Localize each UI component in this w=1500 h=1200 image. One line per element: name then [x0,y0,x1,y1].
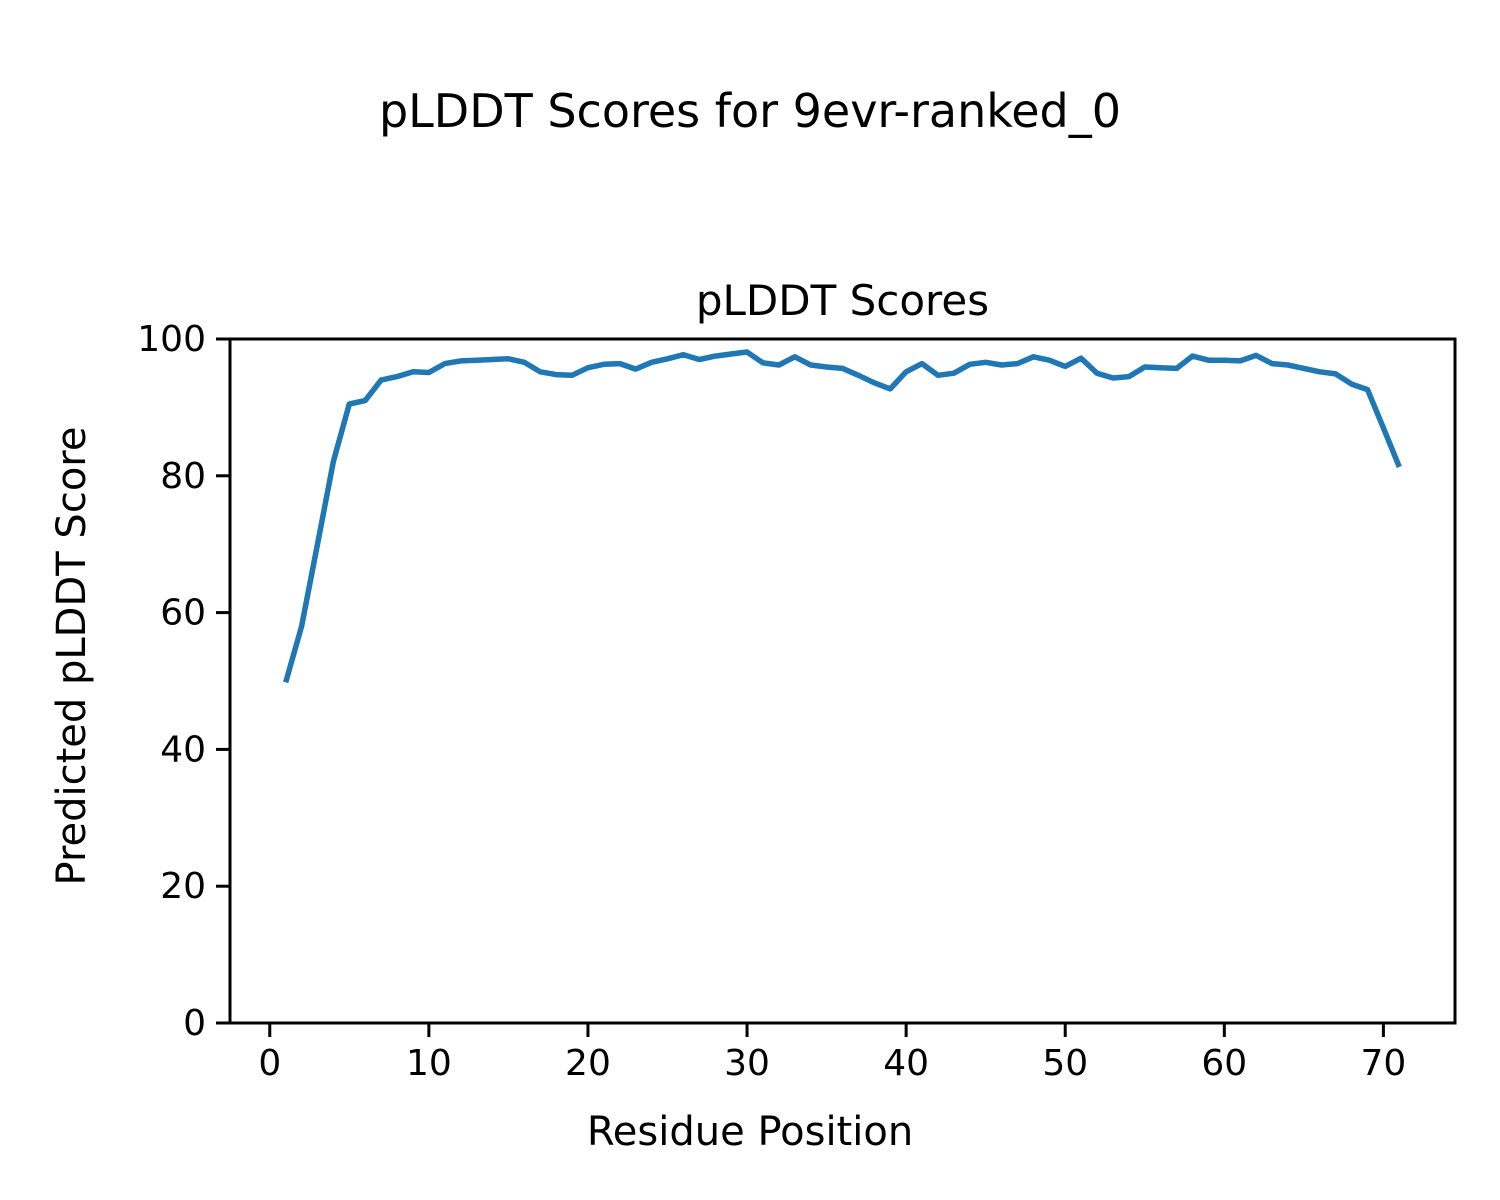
plot-border [228,337,1457,1025]
x-tick-label: 70 [1361,1043,1407,1084]
y-tick-label: 0 [183,1003,206,1044]
axes-title: pLDDT Scores [695,276,990,325]
x-tick-label: 50 [1042,1043,1088,1084]
axis-ticks: 0 10 20 30 40 50 60 70 0 20 40 60 80 100 [137,319,1406,1084]
x-tick-label: 30 [724,1043,770,1084]
y-axis-label: Predicted pLDDT Score [49,426,95,886]
y-tick-label: 20 [160,866,206,907]
y-tick-label: 80 [160,456,206,497]
line-series [283,349,1402,684]
plddt-line [283,349,1402,684]
x-tick-label: 10 [406,1043,452,1084]
figure-title: pLDDT Scores for 9evr-ranked_0 [378,84,1122,138]
y-tick-label: 40 [160,729,206,770]
x-tick-label: 0 [258,1043,281,1084]
x-axis-label: Residue Position [586,1109,914,1155]
x-tick-label: 20 [565,1043,611,1084]
x-tick-label: 40 [883,1043,929,1084]
y-tick-label: 60 [160,593,206,634]
x-tick-label: 60 [1201,1043,1247,1084]
y-tick-label: 100 [137,319,206,360]
